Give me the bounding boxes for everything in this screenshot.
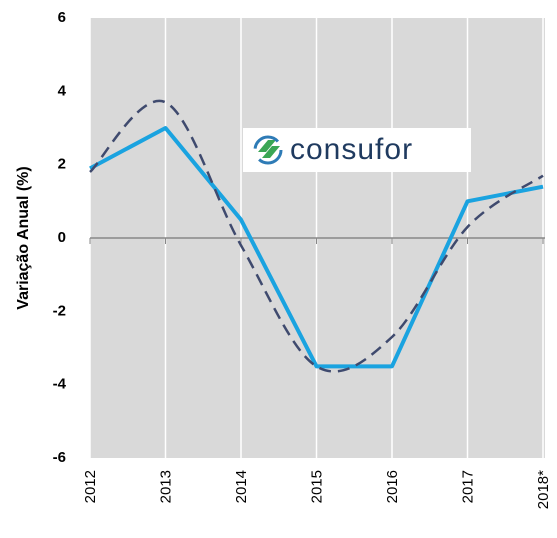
x-tick-label: 2014 xyxy=(233,470,250,503)
x-tick-label: 2017 xyxy=(460,470,477,503)
grid xyxy=(89,18,545,458)
marks xyxy=(89,99,544,373)
logo-ring xyxy=(253,135,283,165)
y-tick-label: 4 xyxy=(58,82,67,99)
y-tick-label: -6 xyxy=(53,449,66,466)
line-series xyxy=(89,126,544,369)
x-tick-label: 2012 xyxy=(82,470,99,503)
x-tick-label: 2013 xyxy=(158,470,175,503)
x-tick-label: 2015 xyxy=(309,470,326,503)
y-tick-label: 6 xyxy=(58,9,66,26)
x-tick-label: 2016 xyxy=(384,470,401,503)
y-tick-label: 0 xyxy=(58,229,66,246)
logo-icon xyxy=(258,140,280,158)
y-tick-label: 2 xyxy=(58,156,66,173)
y-tick-label: -2 xyxy=(53,302,66,319)
y-tick-label: -4 xyxy=(53,376,67,393)
line-series xyxy=(89,99,544,373)
x-tick-label: 2018* xyxy=(535,470,552,509)
logo-text: consufor xyxy=(290,133,413,166)
y-axis-label: Variação Anual (%) xyxy=(15,166,32,309)
logo: consufor xyxy=(243,128,471,172)
